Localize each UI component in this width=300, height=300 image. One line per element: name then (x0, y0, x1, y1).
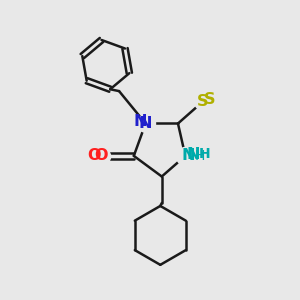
Text: H: H (199, 147, 210, 161)
Text: N: N (187, 147, 200, 162)
Text: S: S (204, 92, 215, 107)
Text: N: N (139, 116, 152, 131)
Text: N: N (182, 148, 195, 164)
Text: N: N (134, 114, 147, 129)
Text: H: H (194, 149, 205, 163)
Text: O: O (87, 148, 101, 163)
Text: S: S (197, 94, 209, 109)
Text: O: O (95, 148, 108, 164)
